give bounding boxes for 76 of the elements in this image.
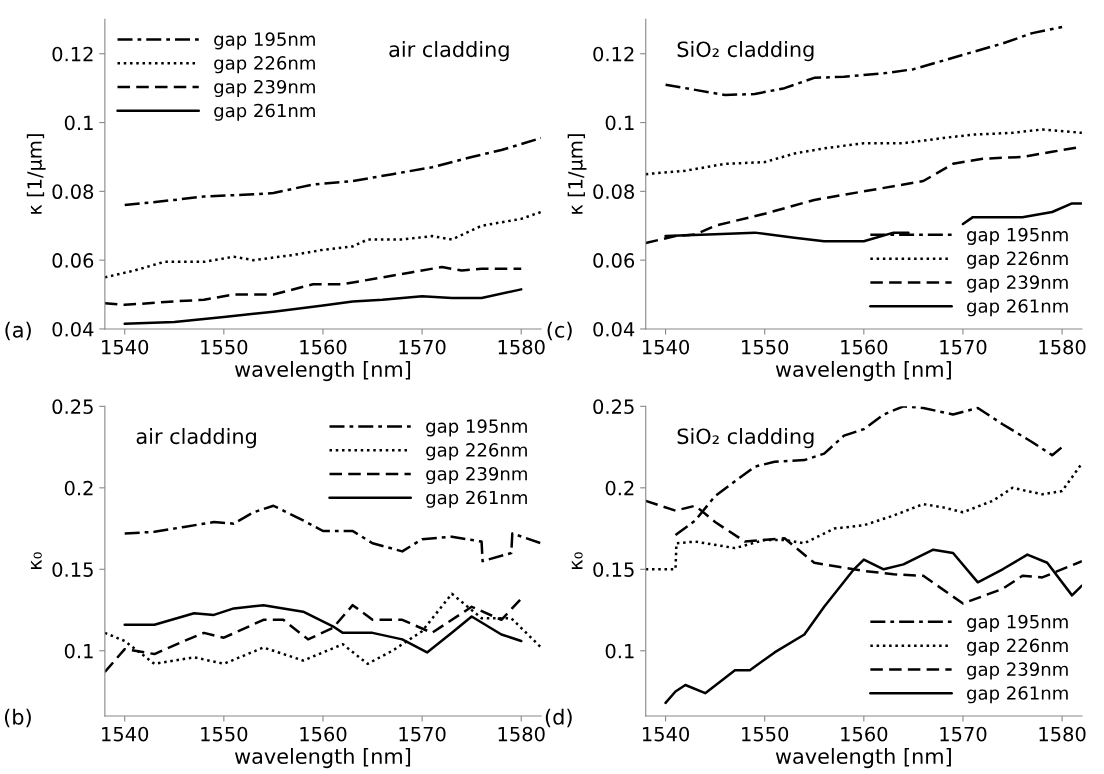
y-tick-label: 0.06	[593, 253, 635, 268]
legend-label: gap 261nm	[967, 299, 1068, 317]
x-tick-label: 1580	[498, 726, 545, 742]
y-tick-label: 0.2	[605, 480, 634, 496]
y-tick-label: 0.25	[593, 399, 634, 415]
legend-label: gap 261nm	[214, 103, 315, 121]
x-axis-title: wavelength [nm]	[775, 747, 951, 769]
x-tick-label: 1550	[742, 339, 789, 355]
x-axis-title: wavelength [nm]	[234, 360, 411, 382]
y-tick-label: 0.1	[605, 115, 634, 131]
line-series	[104, 210, 542, 279]
legend-label: gap 226nm	[967, 251, 1068, 269]
line-series	[664, 25, 1064, 97]
x-tick-label: 1540	[642, 726, 690, 742]
x-tick-label: 1560	[300, 339, 347, 355]
x-tick-label: 1540	[102, 726, 149, 742]
y-tick-label: 0.1	[64, 643, 93, 659]
legend-label: gap 239nm	[967, 662, 1068, 680]
y-tick-label: 0.1	[64, 115, 93, 131]
y-tick-label: 0.08	[52, 184, 94, 200]
y-tick-label: 0.2	[64, 480, 93, 496]
x-tick-label: 1570	[399, 339, 446, 355]
x-tick-label: 1580	[1039, 339, 1086, 355]
x-tick-label: 1560	[841, 339, 888, 355]
x-tick-label: 1580	[498, 339, 545, 355]
annotation: air cladding	[136, 428, 256, 449]
legend-label: gap 261nm	[426, 490, 527, 508]
x-tick-label: 1560	[841, 726, 888, 742]
x-tick-label: 1570	[940, 726, 987, 742]
legend-label: gap 226nm	[426, 443, 527, 461]
y-tick-label: 0.25	[52, 399, 93, 415]
x-tick-label: 1560	[300, 726, 347, 742]
y-tick-label: 0.15	[52, 562, 93, 577]
text: (d)	[545, 708, 572, 728]
y-axis-title: κ₀	[30, 552, 42, 569]
y-tick-label: 0.15	[593, 562, 634, 577]
annotation: SiO₂ cladding	[677, 428, 814, 449]
x-tick-label: 1540	[102, 339, 149, 355]
annotation: air cladding	[389, 41, 509, 62]
line-series	[123, 288, 523, 326]
y-axis-title: κ [1/µm]	[26, 134, 46, 214]
y-axis-title: κ [1/µm]	[567, 134, 587, 214]
x-axis-title: wavelength [nm]	[775, 360, 951, 382]
text: (b)	[4, 708, 31, 728]
y-axis-title: κ₀	[571, 552, 583, 569]
legend-label: gap 239nm	[967, 275, 1068, 293]
legend-label: gap 261nm	[967, 686, 1068, 704]
x-axis-title: wavelength [nm]	[234, 747, 411, 769]
y-tick-label: 0.04	[593, 321, 635, 337]
x-tick-label: 1570	[940, 339, 987, 355]
x-tick-label: 1570	[399, 726, 446, 742]
legend-label: gap 239nm	[426, 466, 527, 485]
text: (c)	[547, 321, 572, 341]
legend-label: gap 226nm	[214, 56, 315, 74]
text: (a)	[5, 321, 31, 341]
y-tick-label: 0.08	[593, 184, 634, 200]
legend-label: gap 195nm	[426, 419, 527, 437]
y-tick-label: 0.1	[605, 643, 634, 659]
legend-label: gap 239nm	[214, 79, 315, 98]
y-tick-label: 0.12	[593, 46, 634, 62]
annotation: SiO₂ cladding	[677, 41, 814, 62]
x-tick-label: 1550	[201, 339, 248, 355]
legend-label: gap 226nm	[967, 638, 1068, 656]
legend-label: gap 195nm	[967, 614, 1068, 632]
legend-label: gap 195nm	[967, 227, 1068, 245]
y-tick-label: 0.06	[52, 253, 94, 268]
x-tick-label: 1550	[201, 726, 248, 742]
line-series	[645, 128, 1082, 176]
y-tick-label: 0.04	[52, 321, 94, 337]
y-tick-label: 0.12	[52, 46, 93, 62]
x-tick-label: 1540	[642, 339, 690, 355]
legend-label: gap 195nm	[214, 32, 315, 50]
line-series	[104, 265, 523, 307]
line-series	[123, 136, 542, 207]
x-tick-label: 1550	[742, 726, 789, 742]
x-tick-label: 1580	[1039, 726, 1086, 742]
